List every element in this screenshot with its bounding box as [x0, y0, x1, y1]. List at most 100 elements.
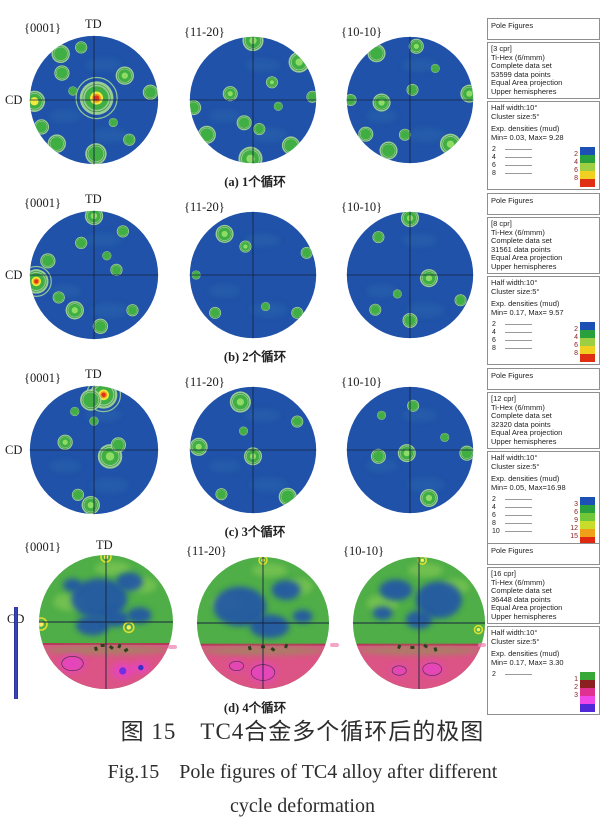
row-caption: (d) 4个循环 [223, 701, 287, 715]
legend-minmax: Min= 0.17, Max= 9.57 [491, 308, 564, 317]
legend-cluster-size: Cluster size:5° [491, 112, 540, 121]
legend-symmetry: Ti-Hex (6/mmm) [491, 53, 545, 62]
legend-info-box: [12 cpr] Ti-Hex (6/mmm) Complete data se… [487, 392, 600, 449]
legend-info-box: [8 cpr] Ti-Hex (6/mmm) Complete data set… [487, 217, 600, 274]
legend-half-width: Half width:10° [491, 454, 538, 462]
cd-axis-label: CD [5, 268, 23, 282]
plane-label-1120: {11-20} [184, 375, 225, 389]
figure-caption-english-line2: cycle deformation [230, 795, 375, 817]
plane-label-0001: {0001} [24, 196, 61, 210]
legend-minmax: Min= 0.05, Max=16.98 [491, 483, 566, 492]
legend-title: Pole Figures [491, 371, 534, 380]
legend-half-width: Half width:10° [491, 104, 538, 112]
legend-density-box: Half width:10° Cluster size:5° Exp. dens… [487, 276, 600, 365]
scan-artifact-dot [168, 645, 177, 649]
legend-cpr: [12 cpr] [491, 395, 517, 403]
pole-figure-1120 [187, 384, 319, 516]
legend-info-box: [16 cpr] Ti-Hex (6/mmm) Complete data se… [487, 567, 600, 624]
legend-hemisphere: Upper hemispheres [491, 87, 557, 96]
legend-panel: Pole Figures [8 cpr] Ti-Hex (6/mmm) Comp… [487, 193, 600, 367]
legend-info-box: [3 cpr] Ti-Hex (6/mmm) Complete data set… [487, 42, 600, 99]
legend-cpr: [3 cpr] [491, 45, 512, 53]
row-caption: (c) 3个循环 [224, 525, 286, 539]
legend-title-box: Pole Figures [487, 368, 600, 390]
plane-label-1120: {11-20} [186, 544, 227, 558]
cd-axis-label: CD [5, 443, 23, 457]
td-axis-label: TD [85, 17, 102, 31]
density-colorbar: 3 6 9 12 15 [570, 497, 595, 545]
legend-density-box: Half width:10° Cluster size:5° Exp. dens… [487, 451, 600, 548]
figure-caption-chinese: 图 15 TC4合金多个循环后的极图 [120, 719, 485, 744]
plane-label-0001: {0001} [24, 21, 61, 35]
legend-projection: Equal Area projection [491, 79, 563, 87]
legend-points: 36448 data points [491, 595, 551, 604]
figure-caption-english-line1: Fig.15 Pole figures of TC4 alloy after d… [107, 761, 498, 783]
legend-title: Pole Figures [491, 546, 534, 555]
cd-axis-label: CD [5, 93, 23, 107]
legend-density-box: Half width:10° Cluster size:5° Exp. dens… [487, 626, 600, 715]
pole-figure-0001 [27, 33, 161, 167]
legend-cluster-size: Cluster size:5° [491, 637, 540, 646]
legend-cpr: [8 cpr] [491, 220, 512, 228]
legend-panel: Pole Figures [16 cpr] Ti-Hex (6/mmm) Com… [487, 543, 600, 717]
plane-label-1010: {10-10} [341, 25, 383, 39]
legend-projection: Equal Area projection [491, 254, 563, 262]
pole-figure-row-a: {0001} TD CD {11-20} {10-10} (a) 1个循环 Po… [0, 15, 605, 190]
row-caption: (a) 1个循环 [224, 175, 286, 189]
pole-figure-1120 [187, 209, 319, 341]
legend-half-width: Half width:10° [491, 279, 538, 287]
legend-title-box: Pole Figures [487, 543, 600, 565]
pole-figure-1010 [350, 554, 488, 692]
pole-figure-0001 [27, 208, 161, 342]
pole-figure-row-b: {0001} TD CD {11-20} {10-10} (b) 2个循环 Po… [0, 190, 605, 365]
legend-projection: Equal Area projection [491, 604, 563, 612]
pole-figure-1120 [187, 34, 319, 166]
scan-artifact-dot [330, 643, 339, 647]
legend-hemisphere: Upper hemispheres [491, 612, 557, 621]
plane-label-1010: {10-10} [341, 375, 383, 389]
legend-cluster-size: Cluster size:5° [491, 287, 540, 296]
legend-dataset: Complete data set [491, 62, 552, 70]
pole-figure-1010 [344, 384, 476, 516]
scan-artifact-dot [478, 643, 486, 647]
plane-label-0001: {0001} [24, 540, 61, 554]
pole-figure-row-d: {0001} TD CD {11-20} {10-10} (d) 4个循环 Po… [0, 538, 605, 717]
pole-figure-1010 [344, 34, 476, 166]
legend-cpr: [16 cpr] [491, 570, 517, 578]
pole-figure-0001 [36, 552, 176, 692]
legend-panel: Pole Figures [12 cpr] Ti-Hex (6/mmm) Com… [487, 368, 600, 550]
td-axis-label: TD [85, 192, 102, 206]
plane-label-1120: {11-20} [184, 200, 225, 214]
legend-hemisphere: Upper hemispheres [491, 437, 557, 446]
legend-symmetry: Ti-Hex (6/mmm) [491, 228, 545, 237]
legend-densities: Exp. densities (mud) [491, 125, 560, 133]
plane-label-1120: {11-20} [184, 25, 225, 39]
pole-figure-0001 [27, 383, 161, 517]
legend-densities: Exp. densities (mud) [491, 475, 560, 483]
legend-densities: Exp. densities (mud) [491, 300, 560, 308]
td-axis-label: TD [85, 367, 102, 381]
legend-points: 31561 data points [491, 245, 551, 254]
row-caption: (b) 2个循环 [223, 350, 287, 364]
legend-half-width: Half width:10° [491, 629, 538, 637]
legend-symmetry: Ti-Hex (6/mmm) [491, 578, 545, 587]
legend-minmax: Min= 0.03, Max= 9.28 [491, 133, 564, 142]
legend-minmax: Min= 0.17, Max= 3.30 [491, 658, 564, 667]
legend-densities: Exp. densities (mud) [491, 650, 560, 658]
contour-level-list: 2 4 6 8 10 [492, 495, 532, 535]
scan-artifact-strip [14, 607, 18, 699]
legend-title-box: Pole Figures [487, 18, 600, 40]
pole-figure-1120 [194, 554, 332, 692]
legend-panel: Pole Figures [3 cpr] Ti-Hex (6/mmm) Comp… [487, 18, 600, 192]
legend-dataset: Complete data set [491, 237, 552, 245]
legend-points: 32320 data points [491, 420, 551, 429]
legend-dataset: Complete data set [491, 412, 552, 420]
plane-label-0001: {0001} [24, 371, 61, 385]
legend-symmetry: Ti-Hex (6/mmm) [491, 403, 545, 412]
legend-title: Pole Figures [491, 196, 534, 205]
